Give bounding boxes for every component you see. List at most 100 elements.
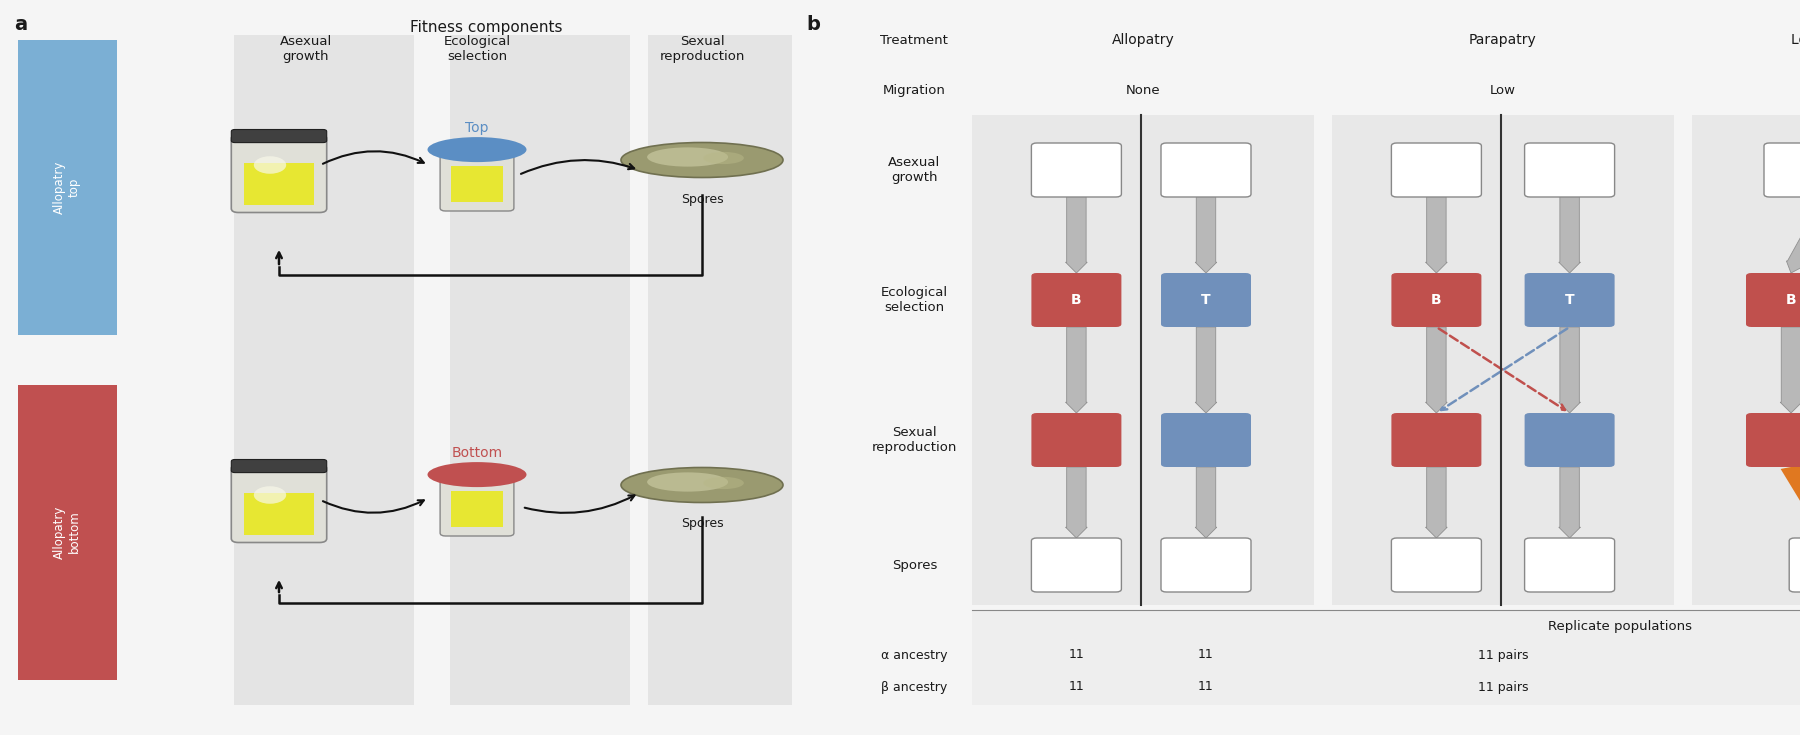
Text: Sexual
reproduction: Sexual reproduction <box>871 426 958 454</box>
Text: β ancestry: β ancestry <box>882 681 947 694</box>
Bar <box>234 35 414 705</box>
Ellipse shape <box>646 473 727 492</box>
Text: Allopatry: Allopatry <box>1112 33 1174 47</box>
FancyBboxPatch shape <box>1746 413 1800 467</box>
Text: Treatment: Treatment <box>880 34 949 46</box>
FancyBboxPatch shape <box>450 492 502 528</box>
FancyBboxPatch shape <box>1789 538 1800 592</box>
FancyBboxPatch shape <box>1031 413 1121 467</box>
Text: B: B <box>1071 293 1082 307</box>
Text: Top: Top <box>464 121 490 135</box>
FancyBboxPatch shape <box>439 470 515 536</box>
FancyBboxPatch shape <box>1031 273 1121 327</box>
Bar <box>18 40 117 335</box>
Text: Asexual
growth: Asexual growth <box>887 156 941 184</box>
Ellipse shape <box>646 148 727 167</box>
Bar <box>972 610 1800 705</box>
Ellipse shape <box>254 157 286 173</box>
FancyBboxPatch shape <box>243 493 313 535</box>
Text: 11: 11 <box>1069 681 1084 694</box>
Text: Spores: Spores <box>680 517 724 530</box>
Polygon shape <box>1066 195 1087 273</box>
FancyBboxPatch shape <box>1525 413 1615 467</box>
FancyBboxPatch shape <box>1391 538 1481 592</box>
Text: a: a <box>14 15 27 34</box>
Ellipse shape <box>427 462 526 487</box>
Text: 11: 11 <box>1199 648 1213 662</box>
Polygon shape <box>1780 327 1800 413</box>
Bar <box>1692 115 1800 605</box>
Text: 11: 11 <box>1069 648 1084 662</box>
Text: Bottom: Bottom <box>452 446 502 460</box>
Text: Allopatry
bottom: Allopatry bottom <box>52 506 81 559</box>
Polygon shape <box>1195 327 1217 413</box>
Text: Replicate populations: Replicate populations <box>1548 620 1692 633</box>
Text: Sexual
reproduction: Sexual reproduction <box>659 35 745 63</box>
Polygon shape <box>1066 467 1087 538</box>
FancyBboxPatch shape <box>1161 273 1251 327</box>
Text: 11 pairs: 11 pairs <box>1478 648 1528 662</box>
Polygon shape <box>1559 327 1580 413</box>
Text: 11 pairs: 11 pairs <box>1478 681 1528 694</box>
Polygon shape <box>1559 195 1580 273</box>
Polygon shape <box>1426 327 1447 413</box>
Ellipse shape <box>254 487 286 503</box>
Bar <box>972 115 1314 605</box>
Polygon shape <box>1426 467 1447 538</box>
FancyBboxPatch shape <box>1525 143 1615 197</box>
Bar <box>1332 115 1674 605</box>
Polygon shape <box>1195 467 1217 538</box>
Text: Low: Low <box>1490 84 1516 96</box>
Bar <box>18 385 117 680</box>
Text: Spores: Spores <box>891 559 938 572</box>
Text: T: T <box>1201 293 1211 307</box>
Polygon shape <box>1195 195 1217 273</box>
FancyBboxPatch shape <box>1525 273 1615 327</box>
Text: Parapatry: Parapatry <box>1469 33 1537 47</box>
Text: α ancestry: α ancestry <box>882 648 947 662</box>
Bar <box>648 35 792 705</box>
FancyBboxPatch shape <box>1391 413 1481 467</box>
Text: b: b <box>806 15 821 34</box>
FancyBboxPatch shape <box>439 145 515 211</box>
Text: T: T <box>1564 293 1575 307</box>
FancyBboxPatch shape <box>1525 538 1615 592</box>
Text: Ecological
selection: Ecological selection <box>880 286 949 314</box>
FancyBboxPatch shape <box>1031 538 1121 592</box>
Ellipse shape <box>621 143 783 177</box>
FancyBboxPatch shape <box>1161 413 1251 467</box>
Ellipse shape <box>621 467 783 503</box>
Text: Asexual
growth: Asexual growth <box>279 35 333 63</box>
Text: Local mating: Local mating <box>1791 33 1800 47</box>
FancyBboxPatch shape <box>1391 273 1481 327</box>
FancyBboxPatch shape <box>1746 273 1800 327</box>
Text: Allopatry
top: Allopatry top <box>52 160 81 214</box>
Text: Migration: Migration <box>884 84 945 96</box>
FancyBboxPatch shape <box>1391 143 1481 197</box>
Ellipse shape <box>704 152 743 164</box>
Text: Ecological
selection: Ecological selection <box>443 35 511 63</box>
Polygon shape <box>1559 467 1580 538</box>
FancyBboxPatch shape <box>230 129 328 143</box>
FancyBboxPatch shape <box>230 465 328 542</box>
Text: B: B <box>1786 293 1796 307</box>
Ellipse shape <box>427 137 526 162</box>
Text: 11: 11 <box>1199 681 1213 694</box>
FancyBboxPatch shape <box>230 459 328 473</box>
Text: Spores: Spores <box>680 193 724 206</box>
FancyBboxPatch shape <box>230 135 328 212</box>
Ellipse shape <box>704 477 743 489</box>
FancyBboxPatch shape <box>450 166 502 202</box>
FancyBboxPatch shape <box>1161 143 1251 197</box>
Bar <box>450 35 630 705</box>
Text: Fitness components: Fitness components <box>410 20 562 35</box>
Polygon shape <box>1780 465 1800 538</box>
Polygon shape <box>1426 195 1447 273</box>
Polygon shape <box>1786 193 1800 273</box>
Polygon shape <box>1066 327 1087 413</box>
Text: B: B <box>1431 293 1442 307</box>
FancyBboxPatch shape <box>1161 538 1251 592</box>
FancyBboxPatch shape <box>1031 143 1121 197</box>
Text: None: None <box>1125 84 1161 96</box>
FancyBboxPatch shape <box>243 163 313 205</box>
